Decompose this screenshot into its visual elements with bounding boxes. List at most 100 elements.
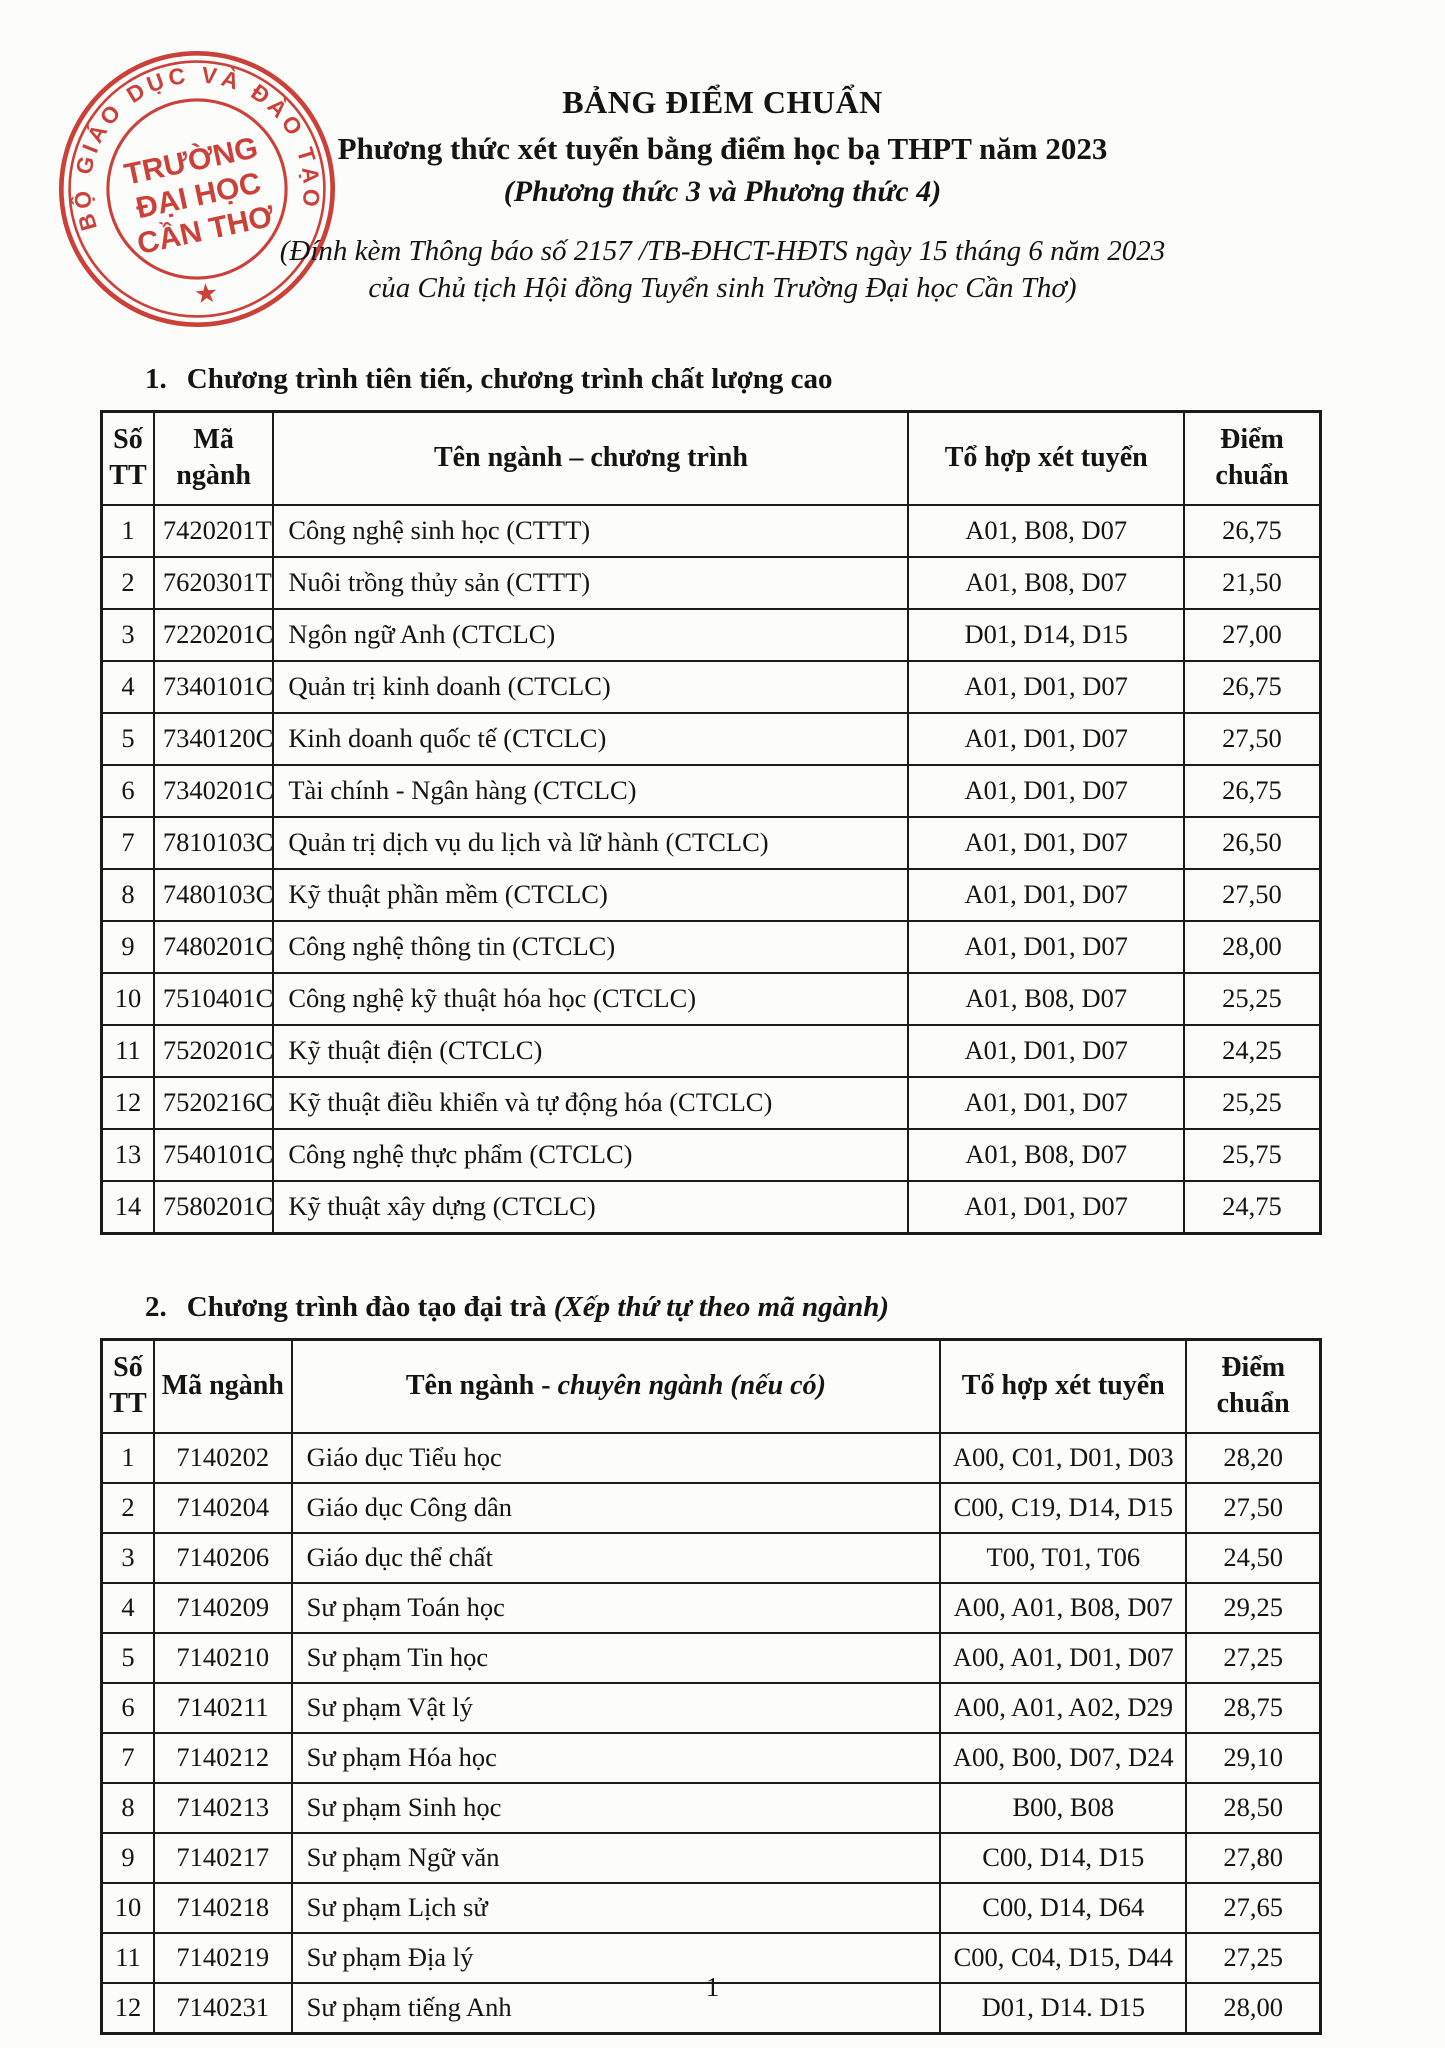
table-row: 13 7540101C Công nghệ thực phẩm (CTCLC) A01… [100,1127,1322,1182]
cell-ten-nganh: Giáo dục Công dân [290,1481,942,1534]
cell-stt: 7 [100,1731,155,1784]
cell-stt: 10 [100,1881,155,1934]
cell-stt: 5 [100,711,155,766]
cell-to-hop-xet-tuyen: A01, D01, D07 [907,1075,1185,1130]
cell-to-hop-xet-tuyen: C00, C19, D14, D15 [939,1481,1188,1534]
cell-diem-chuan: 24,25 [1182,1023,1322,1078]
cell-ten-nganh: Sư phạm Vật lý [290,1681,942,1734]
cell-ten-nganh: Kỹ thuật xây dựng (CTCLC) [272,1179,910,1235]
page-title: BẢNG ĐIỂM CHUẨN [562,84,883,120]
cell-ma-nganh: 7140212 [152,1731,293,1784]
cell-to-hop-xet-tuyen: A00, B00, D07, D24 [939,1731,1188,1784]
table-row: 11 7520201C Kỹ thuật điện (CTCLC) A01, D01,… [100,1023,1322,1078]
cell-stt: 2 [100,555,155,610]
cell-ten-nganh: Kỹ thuật điều khiển và tự động hóa (CTCL… [272,1075,910,1130]
column-header: Tên ngành - chuyên ngành (nếu có) [290,1338,942,1434]
cell-stt: 5 [100,1631,155,1684]
cell-to-hop-xet-tuyen: A01, B08, D07 [907,971,1185,1026]
cell-diem-chuan: 24,75 [1182,1179,1322,1235]
cell-ma-nganh: 7140206 [152,1531,293,1584]
cell-ma-nganh: 7220201C [152,607,275,662]
cell-ma-nganh: 7580201C [152,1179,275,1235]
cell-ten-nganh: Sư phạm Toán học [290,1581,942,1634]
stamp-star-icon: ★ [193,278,220,310]
cell-ma-nganh: 7810103C [152,815,275,870]
cell-diem-chuan: 24,50 [1185,1531,1322,1584]
cell-ma-nganh: 7140211 [152,1681,293,1734]
cell-to-hop-xet-tuyen: A01, B08, D07 [907,555,1185,610]
table-row: 6 7340201C Tài chính - Ngân hàng (CTCLC) A0… [100,763,1322,818]
table-row: 9 7480201C Công nghệ thông tin (CTCLC) A01,… [100,919,1322,974]
university-stamp: BỘ GIÁO DỤC VÀ ĐÀO TẠO TRƯỜNG ĐẠI HỌC CẦ… [58,50,336,328]
cell-ma-nganh: 7140231 [152,1981,293,2035]
column-header: Tổ hợp xét tuyển [907,410,1185,506]
cell-ten-nganh: Quản trị dịch vụ du lịch và lữ hành (CTC… [272,815,910,870]
page-number: 1 [705,1972,720,2002]
table-row: 5 7140210 Sư phạm Tin học A00, A01, D01, D0… [100,1631,1322,1684]
cell-to-hop-xet-tuyen: A01, D01, D07 [907,815,1185,870]
cell-to-hop-xet-tuyen: A00, A01, A02, D29 [939,1681,1188,1734]
cell-diem-chuan: 26,50 [1182,815,1322,870]
table-row: 9 7140217 Sư phạm Ngữ văn C00, D14, D15 27,8… [100,1831,1322,1884]
cell-ten-nganh: Sư phạm Hóa học [290,1731,942,1784]
cell-to-hop-xet-tuyen: C00, D14, D15 [939,1831,1188,1884]
cell-diem-chuan: 25,25 [1182,971,1322,1026]
cell-diem-chuan: 27,25 [1185,1631,1322,1684]
document-header: BẢNG ĐIỂM CHUẨN Phương thức xét tuyển bằ… [0,0,1445,305]
stamp-center-text: TRƯỜNG ĐẠI HỌC CẦN THƠ [121,130,277,261]
cell-diem-chuan: 28,20 [1185,1431,1322,1484]
column-header: Tổ hợp xét tuyển [939,1338,1188,1434]
cell-ten-nganh: Giáo dục thể chất [290,1531,942,1584]
cell-diem-chuan: 27,50 [1182,711,1322,766]
section-2-title-note: (Xếp thứ tự theo mã ngành) [553,1290,890,1323]
cell-ten-nganh: Sư phạm Tin học [290,1631,942,1684]
table-row: 12 7520216C Kỹ thuật điều khiển và tự động… [100,1075,1322,1130]
table-row: 11 7140219 Sư phạm Địa lý C00, C04, D15, D4… [100,1931,1322,1984]
cell-diem-chuan: 26,75 [1182,659,1322,714]
stamp-inner-ring [106,98,288,280]
cell-diem-chuan: 25,25 [1182,1075,1322,1130]
cell-ma-nganh: 7140202 [152,1431,293,1484]
cell-stt: 2 [100,1481,155,1534]
cell-to-hop-xet-tuyen: A01, D01, D07 [907,763,1185,818]
table-row: 1 7140202 Giáo dục Tiểu học A00, C01, D01, … [100,1431,1322,1484]
column-header: Số TT [100,1338,155,1434]
table-row: 1 7420201T Công nghệ sinh học (CTTT) A01, B… [100,503,1322,558]
cell-diem-chuan: 27,80 [1185,1831,1322,1884]
cell-ma-nganh: 7140217 [152,1831,293,1884]
cell-ten-nganh: Ngôn ngữ Anh (CTCLC) [272,607,910,662]
column-header: Mã ngành [152,1338,293,1434]
cell-stt: 4 [100,1581,155,1634]
cell-diem-chuan: 29,10 [1185,1731,1322,1784]
cell-ma-nganh: 7340101C [152,659,275,714]
cell-ma-nganh: 7520201C [152,1023,275,1078]
cell-ten-nganh: Công nghệ thông tin (CTCLC) [272,919,910,974]
section-2-heading: 2. Chương trình đào tạo đại trà (Xếp thứ… [145,1291,1322,1324]
table-row: 10 7510401C Công nghệ kỹ thuật hóa học (CT… [100,971,1322,1026]
column-header: Điểm chuẩn [1185,1338,1322,1434]
cell-ma-nganh: 7510401C [152,971,275,1026]
cell-ten-nganh: Kỹ thuật điện (CTCLC) [272,1023,910,1078]
table-row: 3 7220201C Ngôn ngữ Anh (CTCLC) D01, D14, D… [100,607,1322,662]
table-row: 2 7140204 Giáo dục Công dân C00, C19, D14, … [100,1481,1322,1534]
cell-stt: 11 [100,1931,155,1984]
score-table-advanced-programs: Số TT Mã ngành Tên ngành – chương trình Tổ … [100,410,1322,1235]
cell-ten-nganh: Sư phạm Ngữ văn [290,1831,942,1884]
stamp-outer-ring [58,50,336,328]
cell-ma-nganh: 7520216C [152,1075,275,1130]
table-row: 2 7620301T Nuôi trồng thủy sản (CTTT) A01, … [100,555,1322,610]
cell-stt: 8 [100,867,155,922]
cell-to-hop-xet-tuyen: D01, D14. D15 [939,1981,1188,2035]
table-row: 8 7480103C Kỹ thuật phần mềm (CTCLC) A01, D… [100,867,1322,922]
cell-to-hop-xet-tuyen: B00, B08 [939,1781,1188,1834]
cell-diem-chuan: 27,50 [1182,867,1322,922]
table-row: 12 7140231 Sư phạm tiếng Anh D01, D14. D15 2… [100,1981,1322,2035]
table-row: 7 7140212 Sư phạm Hóa học A00, B00, D07, D2… [100,1731,1322,1784]
cell-ma-nganh: 7480201C [152,919,275,974]
cell-stt: 4 [100,659,155,714]
cell-ten-nganh: Kỹ thuật phần mềm (CTCLC) [272,867,910,922]
table-row: 3 7140206 Giáo dục thể chất T00, T01, T06 24… [100,1531,1322,1584]
cell-to-hop-xet-tuyen: A01, D01, D07 [907,659,1185,714]
cell-to-hop-xet-tuyen: A00, A01, D01, D07 [939,1631,1188,1684]
column-header: Tên ngành – chương trình [272,410,910,506]
